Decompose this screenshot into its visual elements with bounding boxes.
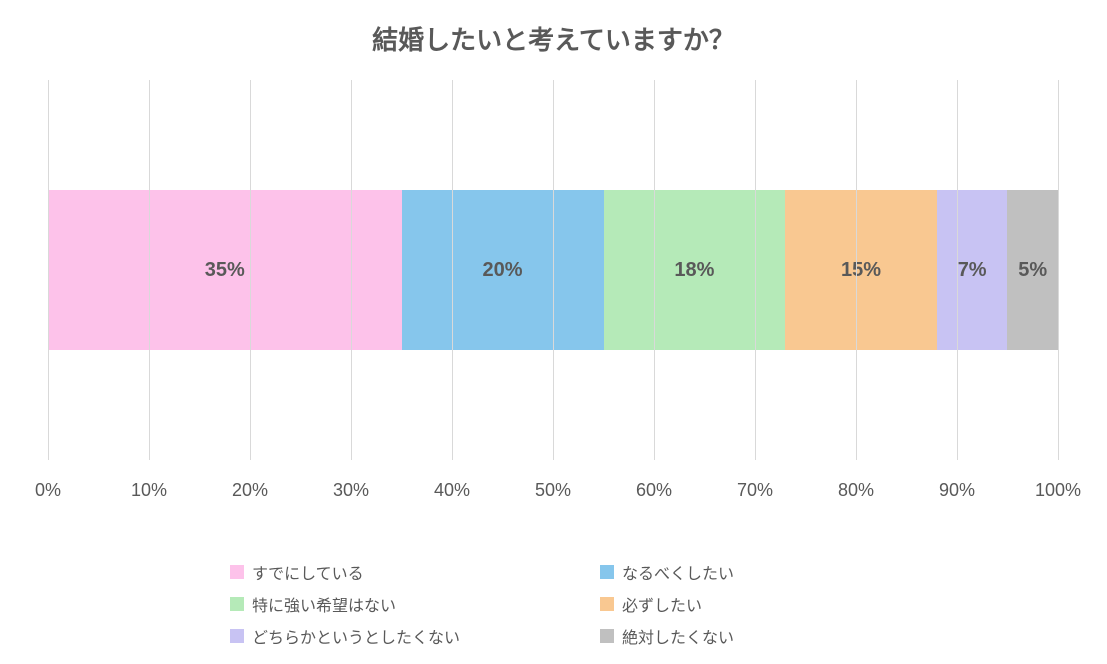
legend-item: 必ずしたい — [600, 592, 930, 616]
bar-segment-label: 7% — [958, 259, 987, 282]
bar-segment: 35% — [48, 190, 402, 350]
bar-segment: 20% — [402, 190, 604, 350]
legend-swatch — [230, 629, 244, 643]
x-tick-label: 0% — [35, 480, 61, 501]
grid-line — [654, 80, 655, 460]
x-tick-label: 80% — [838, 480, 874, 501]
grid-line — [553, 80, 554, 460]
grid-line — [957, 80, 958, 460]
chart-title: 結婚したいと考えていますか？ — [0, 20, 1107, 57]
bar-segment-label: 20% — [482, 259, 522, 282]
legend-swatch — [600, 629, 614, 643]
x-tick-label: 20% — [232, 480, 268, 501]
legend-label: なるべくしたい — [622, 560, 734, 584]
bar-segment-label: 5% — [1018, 259, 1047, 282]
x-tick-label: 100% — [1035, 480, 1081, 501]
stacked-bar-chart: 結婚したいと考えていますか？ 35% 20% 18% 15% 7% 5% 0% 10% 20%… — [0, 0, 1107, 664]
legend-item: すでにしている — [230, 560, 560, 584]
bar-segment-label: 35% — [205, 259, 245, 282]
x-tick-label: 40% — [434, 480, 470, 501]
grid-line — [755, 80, 756, 460]
legend-swatch — [230, 597, 244, 611]
grid-line — [856, 80, 857, 460]
legend-swatch — [230, 565, 244, 579]
grid-line — [351, 80, 352, 460]
legend-label: どちらかというとしたくない — [252, 624, 460, 648]
plot-area: 35%20%18%15%7%5% 0%10%20%30%40%50%60%70%… — [48, 80, 1058, 510]
legend-label: 特に強い希望はない — [252, 592, 396, 616]
x-tick-label: 30% — [333, 480, 369, 501]
bar-segment: 15% — [785, 190, 937, 350]
grid-line — [1058, 80, 1059, 460]
legend-swatch — [600, 565, 614, 579]
bar-segment-label: 18% — [674, 259, 714, 282]
legend-swatch — [600, 597, 614, 611]
legend-label: すでにしている — [252, 560, 364, 584]
grid-line — [48, 80, 49, 460]
legend-item: どちらかというとしたくない — [230, 624, 560, 648]
grid-line — [149, 80, 150, 460]
grid-line — [452, 80, 453, 460]
x-tick-label: 60% — [636, 480, 672, 501]
legend-item: 絶対したくない — [600, 624, 930, 648]
legend-label: 絶対したくない — [622, 624, 734, 648]
bar-segment: 18% — [604, 190, 786, 350]
legend-item: なるべくしたい — [600, 560, 930, 584]
legend-item: 特に強い希望はない — [230, 592, 560, 616]
bar-segment: 7% — [937, 190, 1008, 350]
x-tick-label: 70% — [737, 480, 773, 501]
legend: すでにしている なるべくしたい特に強い希望はない 必ずしたいどちらかというとしたくな… — [230, 560, 930, 648]
bar-segment: 5% — [1007, 190, 1058, 350]
x-tick-label: 90% — [939, 480, 975, 501]
grid-line — [250, 80, 251, 460]
x-tick-label: 10% — [131, 480, 167, 501]
x-tick-label: 50% — [535, 480, 571, 501]
legend-label: 必ずしたい — [622, 592, 702, 616]
bar-segment-label: 15% — [841, 259, 881, 282]
